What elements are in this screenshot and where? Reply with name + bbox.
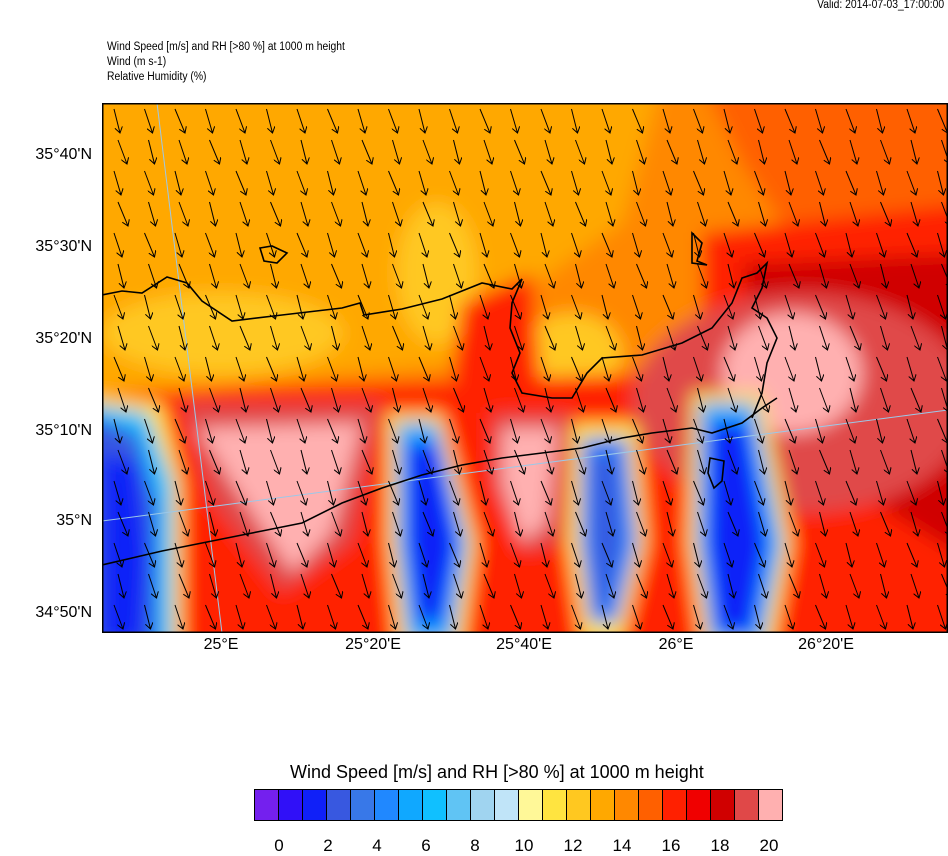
lon-label: 25°40'E xyxy=(496,636,552,654)
colorbar-label: 2 xyxy=(323,836,332,856)
lon-label: 25°E xyxy=(204,636,239,654)
wind-speed-field xyxy=(102,103,948,633)
colorbar-swatch xyxy=(567,790,591,820)
rh-label: Relative Humidity (%) xyxy=(107,71,207,83)
colorbar-swatch xyxy=(399,790,423,820)
lat-label: 35°10'N xyxy=(35,422,92,440)
colorbar-swatch xyxy=(543,790,567,820)
lat-label: 35°40'N xyxy=(35,146,92,164)
colorbar-swatch xyxy=(615,790,639,820)
colorbar-swatch xyxy=(639,790,663,820)
colorbar-label: 4 xyxy=(372,836,381,856)
colorbar-label: 20 xyxy=(760,836,779,856)
colorbar-label: 18 xyxy=(711,836,730,856)
colorbar-swatch xyxy=(279,790,303,820)
colorbar-swatch xyxy=(759,790,782,820)
lat-label: 34°50'N xyxy=(35,604,92,622)
colorbar-title: Wind Speed [m/s] and RH [>80 %] at 1000 … xyxy=(290,762,704,783)
colorbar-swatch xyxy=(327,790,351,820)
colorbar-label: 10 xyxy=(515,836,534,856)
colorbar-label: 8 xyxy=(470,836,479,856)
colorbar-swatch xyxy=(495,790,519,820)
colorbar-swatch xyxy=(303,790,327,820)
plot-title: Wind Speed [m/s] and RH [>80 %] at 1000 … xyxy=(107,41,345,53)
colorbar-swatch xyxy=(423,790,447,820)
colorbar-swatch xyxy=(351,790,375,820)
valid-time: Valid: 2014-07-03_17:00:00 xyxy=(817,0,944,11)
lat-label: 35°20'N xyxy=(35,330,92,348)
wind-label: Wind (m s-1) xyxy=(107,56,166,68)
colorbar-swatch xyxy=(735,790,759,820)
colorbar-swatch xyxy=(375,790,399,820)
colorbar-label: 12 xyxy=(564,836,583,856)
lon-label: 25°20'E xyxy=(345,636,401,654)
lon-label: 26°20'E xyxy=(798,636,854,654)
colorbar-swatch xyxy=(591,790,615,820)
colorbar-label: 0 xyxy=(274,836,283,856)
colorbar-swatch xyxy=(687,790,711,820)
colorbar-swatch xyxy=(255,790,279,820)
lat-label: 35°N xyxy=(56,512,92,530)
colorbar xyxy=(254,789,783,821)
colorbar-swatch xyxy=(471,790,495,820)
colorbar-label: 6 xyxy=(421,836,430,856)
colorbar-swatch xyxy=(711,790,735,820)
colorbar-swatch xyxy=(447,790,471,820)
colorbar-label: 14 xyxy=(613,836,632,856)
lat-label: 35°30'N xyxy=(35,238,92,256)
colorbar-swatch xyxy=(519,790,543,820)
colorbar-label: 16 xyxy=(662,836,681,856)
lon-label: 26°E xyxy=(659,636,694,654)
wind-map xyxy=(102,103,948,633)
colorbar-swatch xyxy=(663,790,687,820)
